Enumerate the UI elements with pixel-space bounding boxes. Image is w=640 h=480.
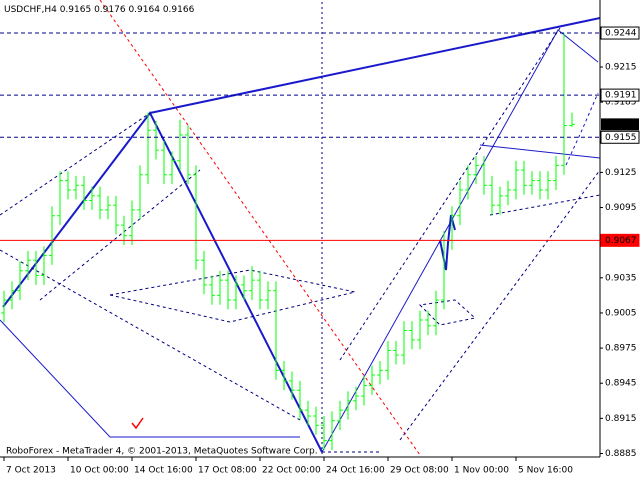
level-label: 0.9067: [605, 236, 637, 246]
last-close: 0.9166: [163, 5, 195, 15]
x-tick-label: 10 Oct 00:00: [70, 466, 129, 476]
x-tick-label: 29 Oct 08:00: [390, 466, 449, 476]
level-label: 0.9155: [605, 133, 637, 143]
chart-title: USDCHF,H4 0.9165 0.9176 0.9164 0.9166: [4, 5, 195, 15]
wave-line: [321, 29, 599, 453]
channel-line: [339, 27, 561, 361]
x-tick-label: 22 Oct 00:00: [262, 466, 321, 476]
channel-line: [489, 194, 601, 216]
level-label-box: [600, 233, 640, 247]
price-label: 0.9166: [605, 120, 637, 130]
triangle: [418, 299, 477, 326]
y-tick-label: 0.9035: [605, 273, 637, 283]
channel-line: [0, 112, 151, 216]
level-label-box: [600, 130, 640, 144]
x-tick-label: 5 Nov 16:00: [518, 466, 573, 476]
red-trend-line: [99, 0, 421, 456]
axes: 0.9215 0.9185 0.9125 0.9095 0.9035 0.9005 0.89…: [0, 26, 640, 476]
last-high: 0.9176: [94, 5, 126, 15]
y-tick-label: 0.9005: [605, 308, 637, 318]
y-tick-label: 0.8975: [605, 344, 637, 354]
channel-line: [479, 144, 601, 159]
target-line: [565, 92, 599, 166]
y-tick-label: 0.9125: [605, 168, 637, 178]
channel-line: [0, 319, 300, 438]
last-open: 0.9165: [60, 5, 92, 15]
check-mark: [131, 417, 144, 430]
last-low: 0.9164: [128, 5, 160, 15]
level-label: 0.9191: [605, 91, 637, 101]
y-tick-label: 0.9095: [605, 203, 637, 213]
y-tick-label: 0.8915: [605, 414, 637, 424]
bars: [1, 33, 575, 450]
y-tick-label: 0.8885: [605, 449, 637, 459]
y-tick-label: 0.9215: [605, 63, 637, 73]
trend-line: [149, 17, 601, 114]
x-tick-label: 24 Oct 16:00: [326, 466, 385, 476]
y-tick-label: 0.9185: [605, 98, 637, 108]
level-label-box: [600, 26, 640, 40]
level-label: 0.9244: [605, 29, 637, 39]
level-label-box: [600, 88, 640, 102]
channel-line: [399, 169, 601, 441]
channel-line: [39, 169, 201, 301]
x-tick-label: 14 Oct 16:00: [134, 466, 193, 476]
x-tick-label: 1 Nov 00:00: [454, 466, 509, 476]
x-tick-label: 17 Oct 08:00: [198, 466, 257, 476]
price-label-box: [601, 118, 639, 131]
x-tick-label: 7 Oct 2013: [6, 466, 56, 476]
footer: RoboForex - MetaTrader 4, © 2001-2013, M…: [6, 447, 318, 457]
y-tick-label: 0.8945: [605, 379, 637, 389]
symbol: USDCHF,H4: [4, 5, 57, 15]
